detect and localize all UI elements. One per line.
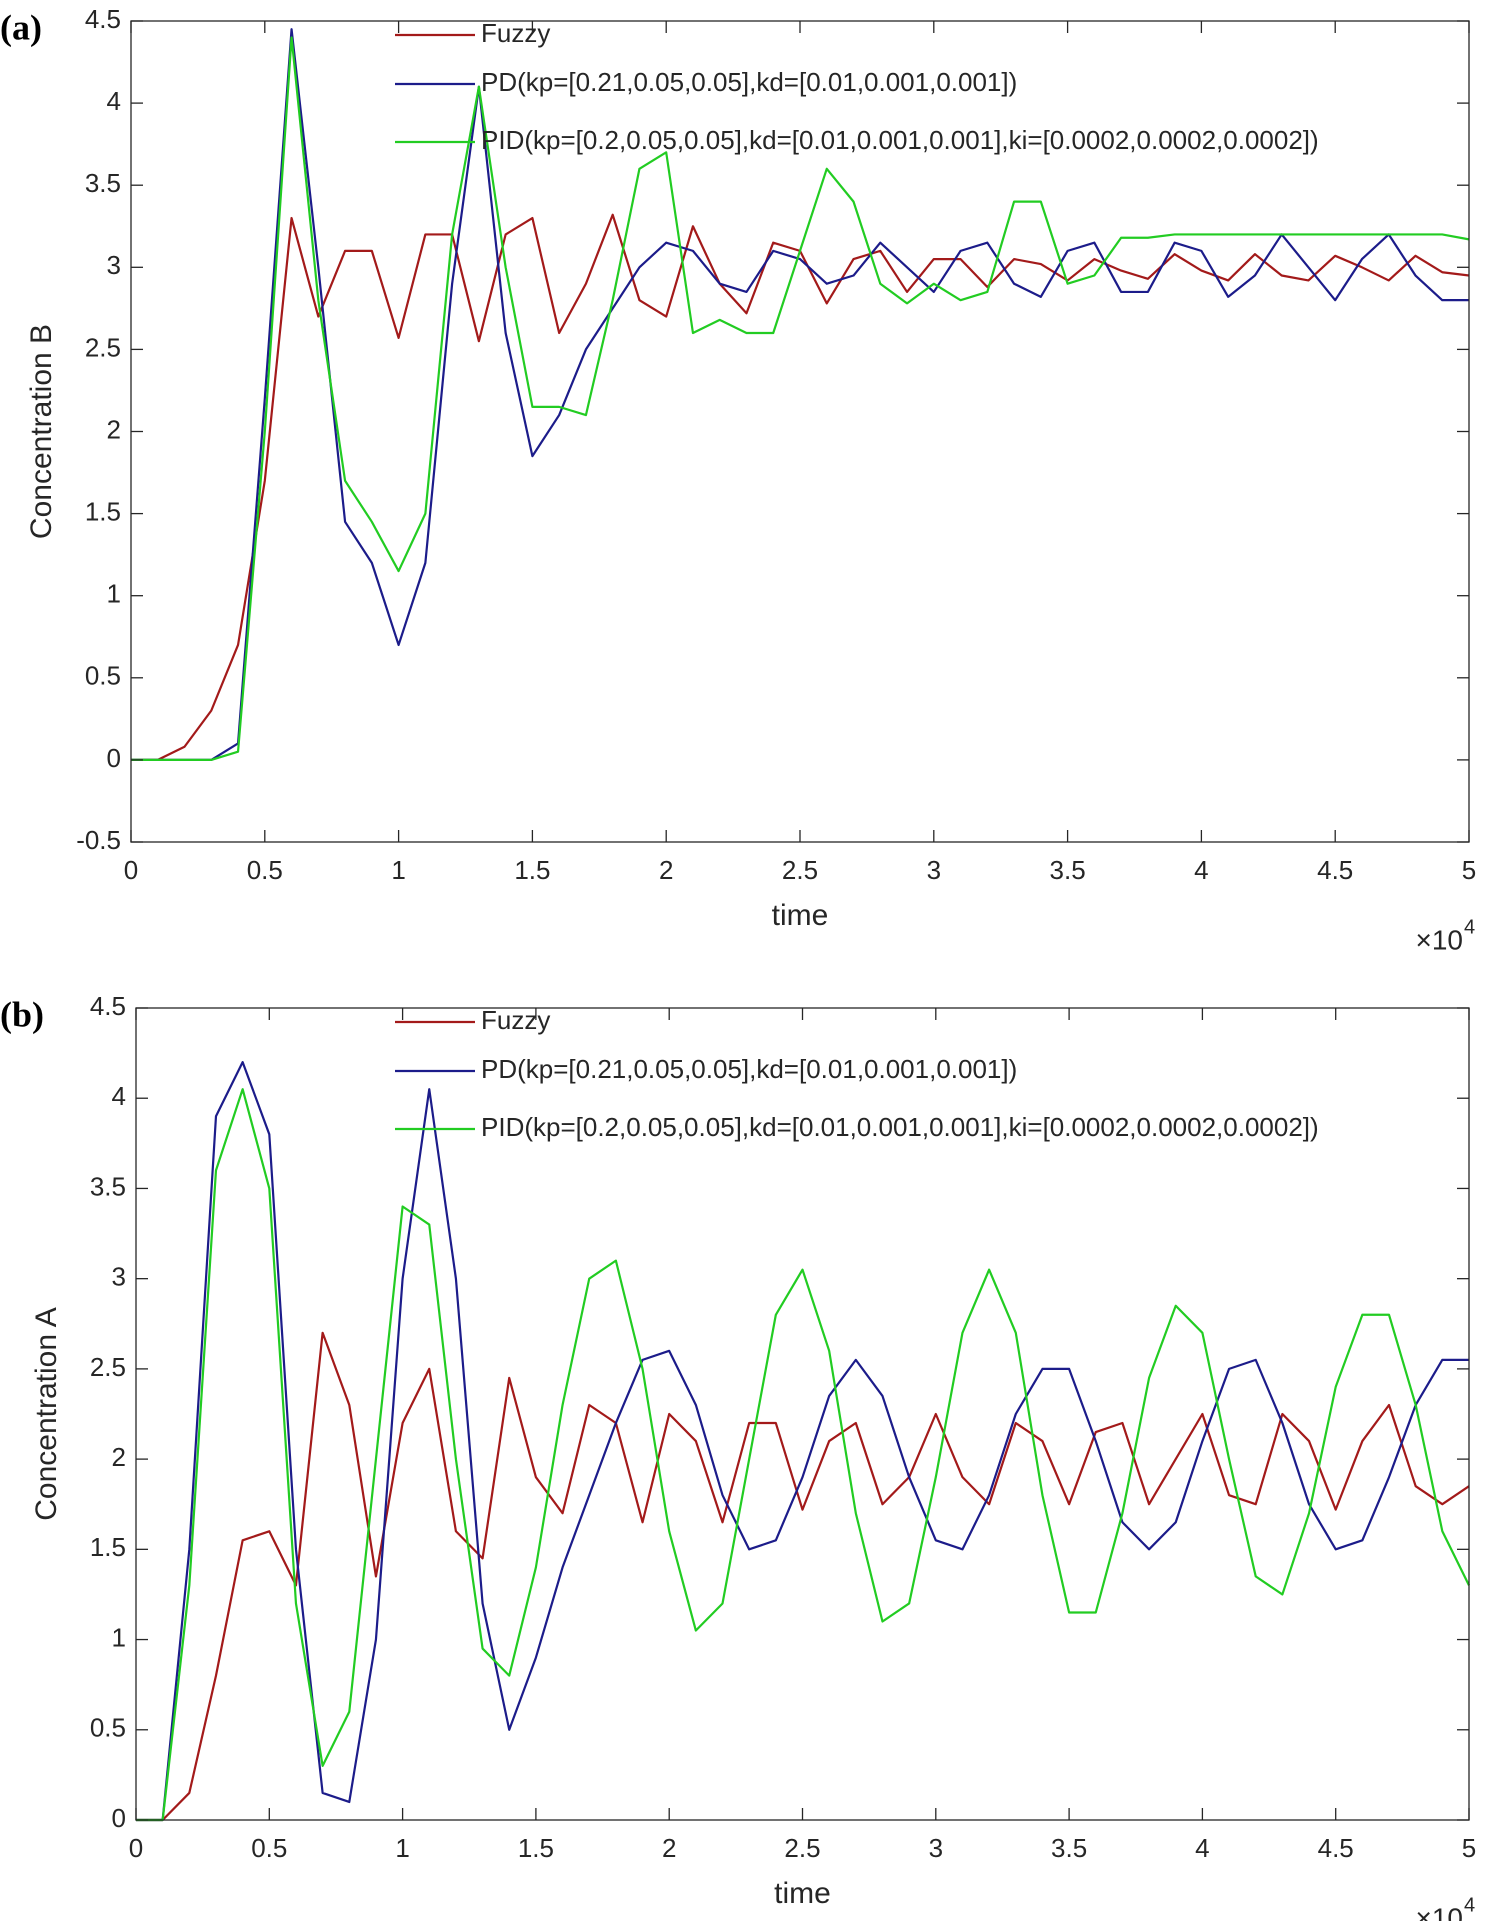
y-tick-label: 3: [112, 1262, 126, 1292]
legend-label: PID(kp=[0.2,0.05,0.05],kd=[0.01,0.001,0.…: [481, 1112, 1319, 1142]
y-tick-label: 2.5: [85, 332, 121, 362]
x-tick-label: 2: [662, 1833, 676, 1863]
panel-label: (b): [0, 994, 44, 1034]
y-axis-label: Concentration A: [30, 1307, 63, 1520]
y-tick-label: 4: [107, 86, 121, 116]
y-tick-label: 0.5: [85, 661, 121, 691]
x-tick-label: 1: [391, 855, 405, 885]
x-axis-label: time: [772, 899, 829, 932]
x-tick-label: 3.5: [1051, 1833, 1087, 1863]
x-tick-label: 1.5: [514, 855, 550, 885]
y-tick-label: 1: [112, 1622, 126, 1652]
y-tick-label: 2: [107, 414, 121, 444]
y-tick-label: 2.5: [90, 1352, 126, 1382]
x-tick-label: 4.5: [1317, 855, 1353, 885]
y-tick-label: 1: [107, 579, 121, 609]
y-tick-label: 3.5: [85, 168, 121, 198]
legend-label: Fuzzy: [481, 1005, 550, 1035]
x-tick-label: 4: [1195, 1833, 1209, 1863]
x-tick-label: 1: [395, 1833, 409, 1863]
x-multiplier-exponent: 4: [1464, 916, 1475, 938]
y-tick-label: 3.5: [90, 1171, 126, 1201]
x-tick-label: 1.5: [518, 1833, 554, 1863]
x-multiplier: ×10: [1416, 1902, 1464, 1921]
y-tick-label: 4: [112, 1081, 126, 1111]
x-tick-label: 2.5: [784, 1833, 820, 1863]
series-line: [131, 28, 1469, 761]
x-tick-label: 0: [124, 855, 138, 885]
series-line: [136, 1061, 1469, 1822]
x-tick-label: 0.5: [251, 1833, 287, 1863]
y-tick-label: 4.5: [90, 991, 126, 1021]
y-tick-label: 2: [112, 1442, 126, 1472]
x-tick-label: 4: [1194, 855, 1208, 885]
x-tick-label: 2.5: [782, 855, 818, 885]
x-axis-label: time: [774, 1877, 831, 1910]
y-tick-label: 0.5: [90, 1713, 126, 1743]
y-tick-label: 4.5: [85, 4, 121, 34]
y-axis-label: Concentration B: [25, 324, 58, 539]
series-line: [136, 1331, 1470, 1822]
x-multiplier-exponent: 4: [1464, 1894, 1475, 1916]
x-tick-label: 3.5: [1050, 855, 1086, 885]
plot-area: [131, 21, 1469, 842]
plot-area: [136, 1008, 1469, 1820]
x-tick-label: 0: [129, 1833, 143, 1863]
series-line: [131, 36, 1470, 761]
y-tick-label: -0.5: [76, 825, 121, 855]
y-tick-label: 0: [112, 1803, 126, 1833]
x-tick-label: 3: [927, 855, 941, 885]
x-tick-label: 5: [1462, 855, 1476, 885]
y-tick-label: 0: [107, 743, 121, 773]
legend-label: PID(kp=[0.2,0.05,0.05],kd=[0.01,0.001,0.…: [481, 125, 1319, 155]
legend-label: PD(kp=[0.21,0.05,0.05],kd=[0.01,0.001,0.…: [481, 1054, 1017, 1084]
panel-label: (a): [0, 7, 42, 47]
series-line: [136, 1088, 1470, 1822]
x-tick-label: 0.5: [247, 855, 283, 885]
legend-label: PD(kp=[0.21,0.05,0.05],kd=[0.01,0.001,0.…: [481, 67, 1017, 97]
x-tick-label: 3: [929, 1833, 943, 1863]
y-tick-label: 1.5: [85, 496, 121, 526]
y-tick-label: 3: [107, 250, 121, 280]
x-tick-label: 2: [659, 855, 673, 885]
y-tick-label: 1.5: [90, 1532, 126, 1562]
legend-label: Fuzzy: [481, 18, 550, 48]
x-tick-label: 4.5: [1318, 1833, 1354, 1863]
x-multiplier: ×10: [1416, 924, 1464, 955]
x-tick-label: 5: [1462, 1833, 1476, 1863]
